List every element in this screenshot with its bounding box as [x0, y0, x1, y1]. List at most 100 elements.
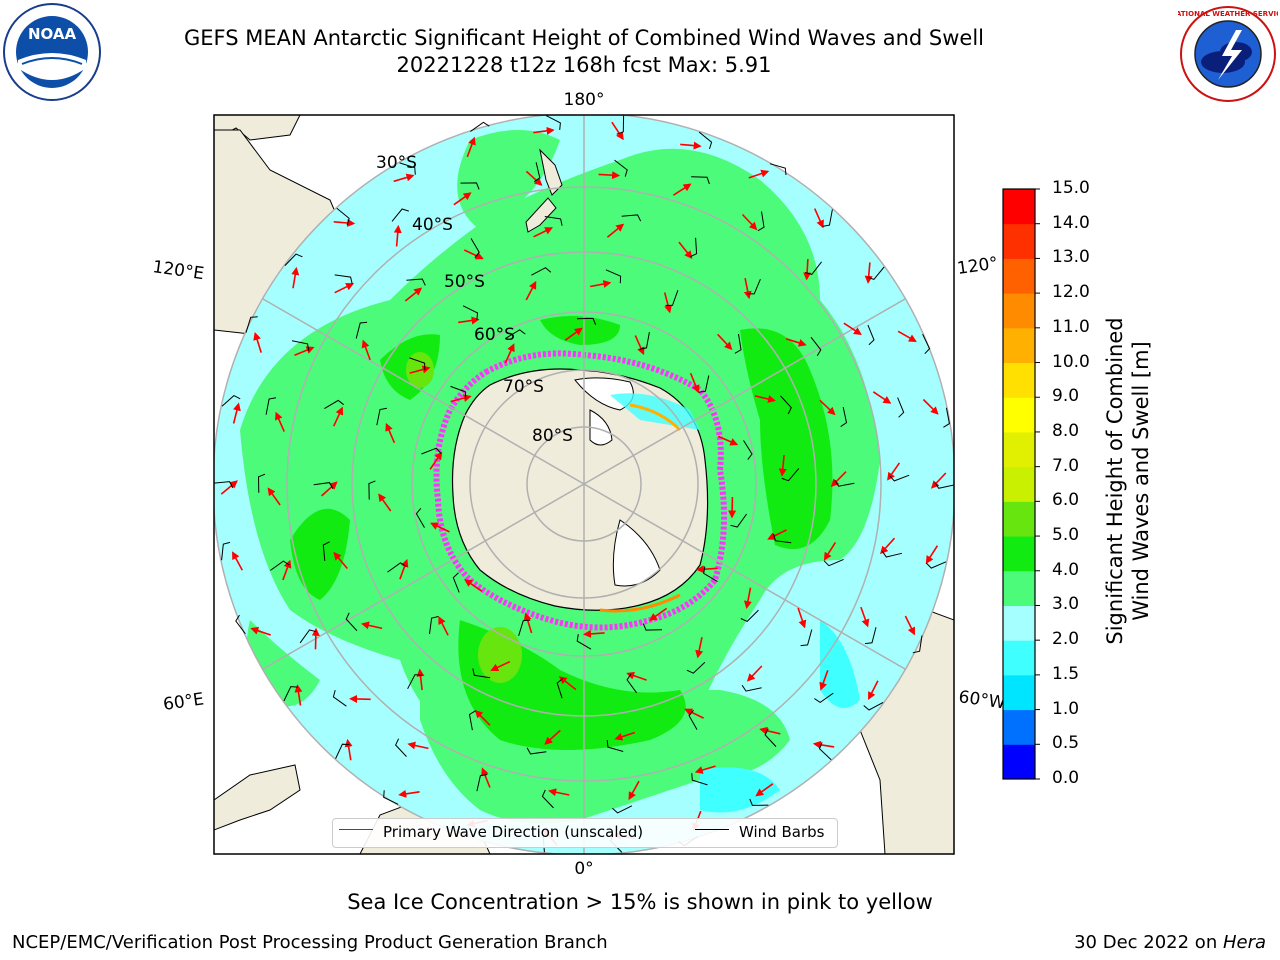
wind-barb: [639, 332, 650, 350]
colorbar-tick-label: 15.0: [1052, 178, 1090, 198]
wind-barb: [468, 710, 476, 731]
wave-arrow: [717, 333, 733, 351]
wind-barb: [450, 385, 467, 399]
wave-arrow: [438, 616, 449, 636]
wind-barb: [757, 211, 765, 232]
colorbar-segment: [1003, 189, 1035, 225]
wind-barb: [470, 238, 480, 259]
wave-arrow: [797, 607, 807, 629]
lat-label-70s: 70°S: [503, 377, 544, 397]
colorbar-tick-label: 0.5: [1052, 733, 1080, 754]
wave-arrow: [684, 708, 704, 719]
graticule: [214, 115, 954, 854]
noaa-logo-text: NOAA: [28, 25, 77, 43]
wave-arrow: [558, 676, 577, 691]
legend-wind-barbs: Wind Barbs: [739, 823, 825, 841]
wind-barb: [863, 701, 884, 711]
wave-arrow: [398, 789, 420, 798]
wind-barb: [265, 397, 277, 415]
wind-barb: [740, 609, 759, 622]
wave-arrow: [294, 346, 315, 357]
lon-label-120e: 120°E: [151, 257, 205, 284]
wind-barb: [533, 162, 541, 183]
wind-barb: [734, 333, 742, 354]
wave-arrow: [291, 266, 300, 289]
wave-arrow: [333, 551, 348, 570]
wave-arrow: [689, 372, 700, 394]
wave-arrow: [628, 780, 640, 801]
wind-barb: [270, 560, 290, 571]
wave-arrow: [525, 170, 543, 186]
lat-label-40s: 40°S: [412, 215, 453, 235]
wind-barb: [814, 692, 834, 704]
wind-barb: [407, 674, 423, 690]
wave-arrow: [897, 330, 917, 342]
wave-arrow: [741, 213, 758, 231]
wave-direction-arrows: [220, 121, 947, 846]
wind-barb: [235, 614, 246, 635]
wave-arrow: [548, 788, 570, 797]
wind-barb: [818, 742, 832, 761]
wave-arrow: [453, 192, 472, 206]
wind-barb: [864, 627, 877, 645]
wind-barb: [336, 207, 350, 226]
wave-arrow: [785, 338, 807, 347]
wind-barb: [834, 480, 855, 487]
wind-barb: [943, 407, 950, 428]
wave-arrow: [466, 136, 476, 158]
wind-barb: [452, 572, 460, 593]
wave-arrow: [458, 316, 480, 325]
wave-arrow: [590, 280, 612, 288]
wind-barb: [889, 474, 910, 482]
colorbar-tick-label: 5.0: [1052, 525, 1080, 546]
wave-arrow: [490, 660, 511, 672]
wave-arrow: [830, 471, 847, 488]
wind-barb: [810, 336, 822, 357]
colorbar-tick-label: 10.0: [1052, 351, 1090, 372]
wave-arrow: [334, 283, 355, 294]
map-title: GEFS MEAN Antarctic Significant Height o…: [183, 26, 985, 50]
wind-barb: [867, 324, 875, 346]
wave-arrow: [748, 169, 770, 179]
wind-barb: [383, 790, 399, 805]
wind-barb: [541, 789, 554, 809]
wave-arrow: [678, 241, 693, 260]
wind-barb: [769, 163, 787, 176]
colorbar-tick-label: 7.0: [1052, 455, 1080, 476]
wind-barb: [395, 738, 407, 757]
wind-barb: [690, 237, 698, 258]
lat-label-30s: 30°S: [376, 153, 417, 173]
wind-barb: [686, 661, 706, 674]
wind-barb: [665, 290, 679, 306]
colorbar-segment: [1003, 431, 1035, 468]
wave-arrow: [450, 394, 472, 403]
wave-arrow: [253, 331, 262, 353]
antarctica: [433, 350, 727, 631]
wind-barb: [576, 634, 592, 650]
wind-barb: [881, 550, 903, 558]
wind-barb: [283, 686, 298, 702]
lon-label-180: 180°: [564, 90, 605, 110]
wind-barb: [804, 261, 822, 275]
nws-logo-text: NATIONAL WEATHER SERVICE: [1178, 10, 1278, 18]
nws-logo: NATIONAL WEATHER SERVICE: [1170, 4, 1280, 108]
wind-barb: [730, 513, 748, 528]
wave-arrow: [407, 741, 429, 750]
wind-barb: [221, 541, 231, 561]
wind-barb: [614, 159, 628, 177]
wind-barb: [867, 266, 885, 280]
wind-barb: [616, 115, 625, 135]
colorbar-segment: [1003, 327, 1035, 364]
wind-barb: [324, 399, 345, 410]
wind-barb: [399, 162, 416, 175]
wind-barb: [621, 214, 642, 222]
colorbar-tick-label: 8.0: [1052, 420, 1080, 441]
colorbar-tick-label: 1.5: [1052, 663, 1080, 684]
wave-arrow: [311, 627, 320, 650]
map-frame: [213, 114, 955, 855]
wave-arrow: [430, 522, 450, 533]
wind-barb: [773, 533, 792, 544]
colorbar-segment: [1003, 293, 1035, 329]
footer-date-text: 30 Dec 2022 on: [1074, 932, 1223, 953]
wave-arrow: [696, 565, 718, 574]
